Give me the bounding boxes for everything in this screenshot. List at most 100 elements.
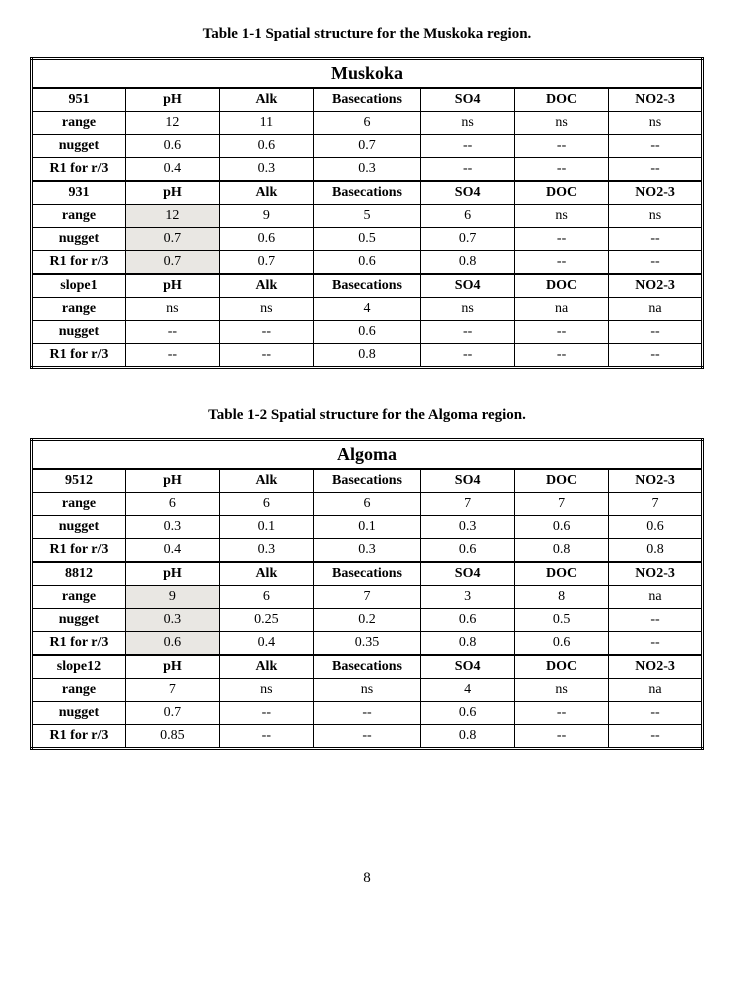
data-cell: 0.7	[125, 228, 219, 251]
header-cell: Basecations	[313, 655, 420, 679]
header-cell: pH	[125, 274, 219, 298]
row-label: nugget	[32, 228, 126, 251]
data-cell: 0.35	[313, 632, 420, 656]
data-cell: 0.6	[515, 516, 609, 539]
header-cell: pH	[125, 655, 219, 679]
row-label: range	[32, 679, 126, 702]
data-cell: 9	[125, 586, 219, 609]
data-cell: 6	[125, 493, 219, 516]
data-cell: 0.7	[125, 702, 219, 725]
data-cell: 0.6	[219, 228, 313, 251]
data-cell: 6	[219, 493, 313, 516]
header-cell: pH	[125, 181, 219, 205]
table-row: R1 for r/30.40.30.30.60.80.8	[32, 539, 703, 563]
table2-caption: Table 1-2 Spatial structure for the Algo…	[30, 407, 704, 424]
header-cell: 9512	[32, 469, 126, 493]
header-cell: Alk	[219, 655, 313, 679]
data-cell: 0.6	[125, 632, 219, 656]
table-header-row: 951pHAlkBasecationsSO4DOCNO2-3	[32, 88, 703, 112]
table-row: R1 for r/30.60.40.350.80.6--	[32, 632, 703, 656]
data-cell: --	[515, 251, 609, 275]
data-cell: ns	[421, 298, 515, 321]
data-cell: 0.6	[609, 516, 703, 539]
row-label: R1 for r/3	[32, 158, 126, 182]
data-cell: 4	[421, 679, 515, 702]
table-muskoka: Muskoka951pHAlkBasecationsSO4DOCNO2-3ran…	[30, 57, 704, 369]
data-cell: --	[515, 725, 609, 749]
data-cell: --	[313, 725, 420, 749]
table-row: nugget0.30.10.10.30.60.6	[32, 516, 703, 539]
header-cell: SO4	[421, 655, 515, 679]
page-number: 8	[30, 870, 704, 887]
data-cell: 0.85	[125, 725, 219, 749]
data-cell: 0.3	[125, 609, 219, 632]
table-row: R1 for r/30.85----0.8----	[32, 725, 703, 749]
data-cell: --	[515, 321, 609, 344]
data-cell: 7	[125, 679, 219, 702]
data-cell: --	[609, 609, 703, 632]
row-label: range	[32, 586, 126, 609]
row-label: R1 for r/3	[32, 725, 126, 749]
data-cell: 0.6	[421, 609, 515, 632]
header-cell: SO4	[421, 562, 515, 586]
data-cell: --	[609, 158, 703, 182]
data-cell: --	[515, 228, 609, 251]
data-cell: 7	[515, 493, 609, 516]
data-cell: 0.5	[313, 228, 420, 251]
table-row: nugget0.7----0.6----	[32, 702, 703, 725]
data-cell: ns	[515, 205, 609, 228]
data-cell: --	[609, 702, 703, 725]
table-row: range12956nsns	[32, 205, 703, 228]
header-cell: 8812	[32, 562, 126, 586]
row-label: R1 for r/3	[32, 539, 126, 563]
table-row: range7nsns4nsna	[32, 679, 703, 702]
data-cell: 12	[125, 112, 219, 135]
data-cell: ns	[219, 679, 313, 702]
header-cell: SO4	[421, 469, 515, 493]
data-cell: --	[515, 344, 609, 368]
data-cell: 0.3	[421, 516, 515, 539]
data-cell: 0.6	[125, 135, 219, 158]
header-cell: Basecations	[313, 274, 420, 298]
header-cell: Basecations	[313, 562, 420, 586]
data-cell: --	[219, 702, 313, 725]
data-cell: 0.2	[313, 609, 420, 632]
data-cell: 5	[313, 205, 420, 228]
data-cell: 0.8	[421, 251, 515, 275]
data-cell: 3	[421, 586, 515, 609]
header-cell: SO4	[421, 274, 515, 298]
header-cell: 931	[32, 181, 126, 205]
data-cell: 6	[313, 493, 420, 516]
row-label: range	[32, 298, 126, 321]
data-cell: ns	[609, 112, 703, 135]
header-cell: Basecations	[313, 181, 420, 205]
data-cell: 0.4	[125, 539, 219, 563]
header-cell: NO2-3	[609, 274, 703, 298]
table-row: rangensns4nsnana	[32, 298, 703, 321]
data-cell: 0.8	[609, 539, 703, 563]
data-cell: na	[609, 298, 703, 321]
header-cell: NO2-3	[609, 181, 703, 205]
data-cell: 8	[515, 586, 609, 609]
header-cell: SO4	[421, 88, 515, 112]
data-cell: --	[125, 344, 219, 368]
data-cell: 0.4	[125, 158, 219, 182]
table-row: R1 for r/30.70.70.60.8----	[32, 251, 703, 275]
header-cell: NO2-3	[609, 469, 703, 493]
header-cell: Alk	[219, 88, 313, 112]
data-cell: ns	[515, 112, 609, 135]
data-cell: 0.8	[421, 725, 515, 749]
data-cell: 0.4	[219, 632, 313, 656]
data-cell: --	[609, 632, 703, 656]
header-cell: DOC	[515, 274, 609, 298]
data-cell: --	[515, 158, 609, 182]
header-cell: NO2-3	[609, 88, 703, 112]
data-cell: 6	[313, 112, 420, 135]
header-cell: SO4	[421, 181, 515, 205]
header-cell: DOC	[515, 88, 609, 112]
data-cell: 0.5	[515, 609, 609, 632]
row-label: nugget	[32, 321, 126, 344]
data-cell: 6	[219, 586, 313, 609]
table-row: R1 for r/3----0.8------	[32, 344, 703, 368]
data-cell: 0.8	[515, 539, 609, 563]
